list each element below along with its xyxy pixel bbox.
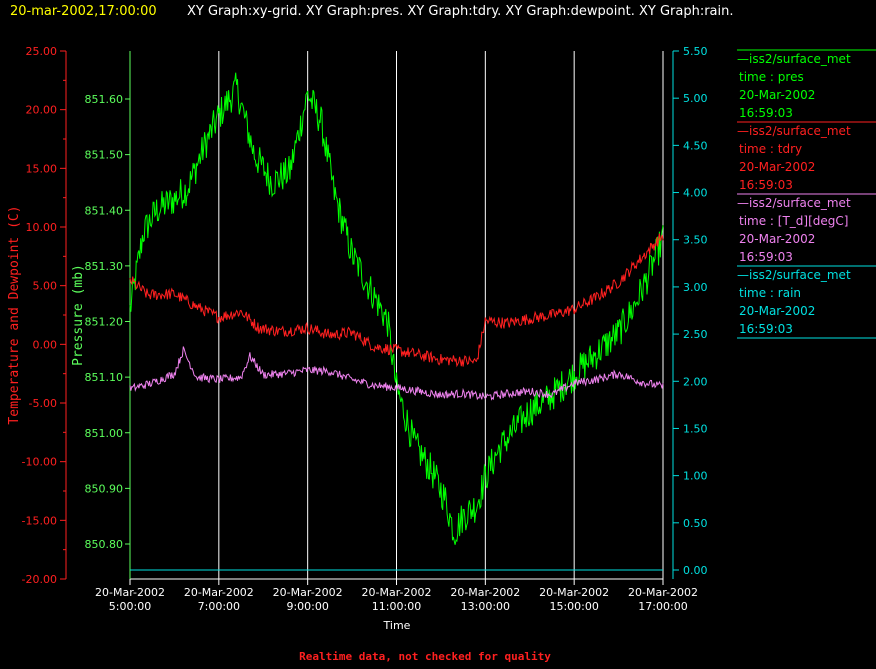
rain-tick-label: 0.00 <box>683 564 708 577</box>
rain-tick-label: 0.50 <box>683 517 708 530</box>
footer-note: Realtime data, not checked for quality <box>299 650 551 663</box>
x-tick-label-time: 7:00:00 <box>198 600 240 613</box>
legend-entry-dewpoint: 16:59:03 <box>739 250 793 264</box>
legend-entry-pres: 16:59:03 <box>739 106 793 120</box>
x-tick-label-date: 20-Mar-2002 <box>362 586 432 599</box>
rain-tick-label: 5.50 <box>683 45 708 58</box>
x-tick-label-date: 20-Mar-2002 <box>628 586 698 599</box>
data-series <box>129 72 664 571</box>
series-line-pres <box>129 72 664 545</box>
x-axis-title: Time <box>383 619 411 632</box>
temperature-tick-label: 15.00 <box>26 162 58 175</box>
series-line-dewpoint <box>129 346 664 401</box>
x-tick-label-time: 15:00:00 <box>549 600 598 613</box>
pressure-tick-label: 850.80 <box>85 538 124 551</box>
x-tick-label-date: 20-Mar-2002 <box>450 586 520 599</box>
x-tick-label-date: 20-Mar-2002 <box>95 586 165 599</box>
legend-entry-pres: —iss2/surface_met <box>737 52 851 66</box>
legend-entry-rain: 20-Mar-2002 <box>739 304 815 318</box>
temperature-tick-label: 10.00 <box>26 221 58 234</box>
legend-entry-dewpoint: —iss2/surface_met <box>737 196 851 210</box>
legend-entry-rain: time : rain <box>739 286 801 300</box>
x-tick-label-time: 17:00:00 <box>638 600 687 613</box>
temperature-tick-label: 25.00 <box>26 45 58 58</box>
rain-tick-label: 4.00 <box>683 187 708 200</box>
header-datetime: 20-mar-2002,17:00:00 <box>10 4 157 19</box>
legend-entry-dewpoint: time : [T_d][degC] <box>739 214 848 228</box>
rain-tick-label: 3.00 <box>683 281 708 294</box>
pressure-axis-title: Pressure (mb) <box>71 264 86 366</box>
temperature-tick-label: 20.00 <box>26 104 58 117</box>
pressure-tick-label: 851.30 <box>85 260 124 273</box>
legend-entry-dewpoint: 20-Mar-2002 <box>739 232 815 246</box>
header-subtitle: XY Graph:xy-grid. XY Graph:pres. XY Grap… <box>187 4 734 19</box>
legend-entry-tdry: —iss2/surface_met <box>737 124 851 138</box>
temperature-axis-title: Temperature and Dewpoint (C) <box>7 205 22 424</box>
legend-entry-tdry: 20-Mar-2002 <box>739 160 815 174</box>
pressure-tick-label: 851.10 <box>85 371 124 384</box>
pressure-tick-label: 851.60 <box>85 93 124 106</box>
pressure-tick-label: 851.40 <box>85 204 124 217</box>
rain-tick-label: 2.00 <box>683 375 708 388</box>
temperature-tick-label: -15.00 <box>22 514 57 527</box>
rain-tick-label: 1.50 <box>683 422 708 435</box>
x-tick-label-time: 11:00:00 <box>372 600 421 613</box>
pressure-tick-label: 850.90 <box>85 482 124 495</box>
axes: 20-Mar-20025:00:0020-Mar-20027:00:0020-M… <box>22 45 708 613</box>
x-tick-label-date: 20-Mar-2002 <box>539 586 609 599</box>
legend-entry-rain: —iss2/surface_met <box>737 268 851 282</box>
series-line-tdry <box>129 233 664 368</box>
x-tick-label-time: 5:00:00 <box>109 600 151 613</box>
legend-entry-tdry: 16:59:03 <box>739 178 793 192</box>
rain-tick-label: 5.00 <box>683 92 708 105</box>
rain-tick-label: 3.50 <box>683 234 708 247</box>
pressure-tick-label: 851.00 <box>85 427 124 440</box>
rain-tick-label: 4.50 <box>683 139 708 152</box>
x-tick-label-date: 20-Mar-2002 <box>273 586 343 599</box>
legend-entry-tdry: time : tdry <box>739 142 802 156</box>
temperature-tick-label: -20.00 <box>22 573 57 586</box>
x-tick-label-time: 13:00:00 <box>461 600 510 613</box>
rain-tick-label: 1.00 <box>683 470 708 483</box>
temperature-tick-label: 5.00 <box>33 280 58 293</box>
legend-entry-pres: time : pres <box>739 70 804 84</box>
rain-tick-label: 2.50 <box>683 328 708 341</box>
legend-entry-pres: 20-Mar-2002 <box>739 88 815 102</box>
pressure-tick-label: 851.20 <box>85 316 124 329</box>
temperature-tick-label: 0.00 <box>33 338 58 351</box>
x-tick-label-time: 9:00:00 <box>286 600 328 613</box>
temperature-tick-label: -10.00 <box>22 456 57 469</box>
legend-entry-rain: 16:59:03 <box>739 322 793 336</box>
pressure-tick-label: 851.50 <box>85 149 124 162</box>
temperature-tick-label: -5.00 <box>29 397 57 410</box>
x-tick-label-date: 20-Mar-2002 <box>184 586 254 599</box>
